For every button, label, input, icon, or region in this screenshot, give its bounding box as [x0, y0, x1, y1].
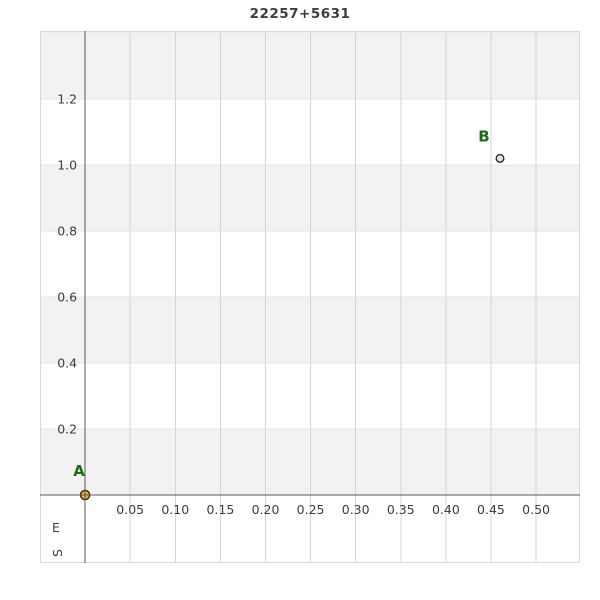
y-tick-label: 0.2 [57, 421, 77, 436]
y-tick-label: 1.2 [57, 92, 77, 107]
plot-border [40, 31, 580, 563]
x-tick-label: 0.50 [522, 502, 550, 517]
x-tick-label: 0.05 [116, 502, 144, 517]
y-tick-label: 0.4 [57, 355, 77, 370]
x-tick-label: 0.20 [252, 502, 280, 517]
plot-band [40, 33, 580, 100]
chart-title: 22257+5631 [249, 6, 351, 22]
plot-band [40, 165, 580, 232]
y-tick-label: 1.0 [57, 158, 77, 173]
x-axis-unit-label: E [52, 520, 60, 535]
y-axis-unit-label: S [50, 549, 65, 557]
x-tick-label: 0.30 [342, 502, 370, 517]
data-point-B [495, 153, 505, 163]
plot-band [40, 428, 580, 495]
plot-band [40, 297, 580, 363]
x-tick-label: 0.35 [387, 502, 415, 517]
x-tick-label: 0.25 [297, 502, 325, 517]
x-tick-label: 0.45 [477, 502, 505, 517]
point-label-B: B [478, 127, 489, 145]
y-tick-label: 0.6 [57, 290, 77, 305]
point-label-A: A [73, 462, 85, 480]
x-tick-label: 0.10 [161, 502, 189, 517]
x-tick-label: 0.40 [432, 502, 460, 517]
y-tick-label: 0.8 [57, 224, 77, 239]
x-tick-label: 0.15 [206, 502, 234, 517]
